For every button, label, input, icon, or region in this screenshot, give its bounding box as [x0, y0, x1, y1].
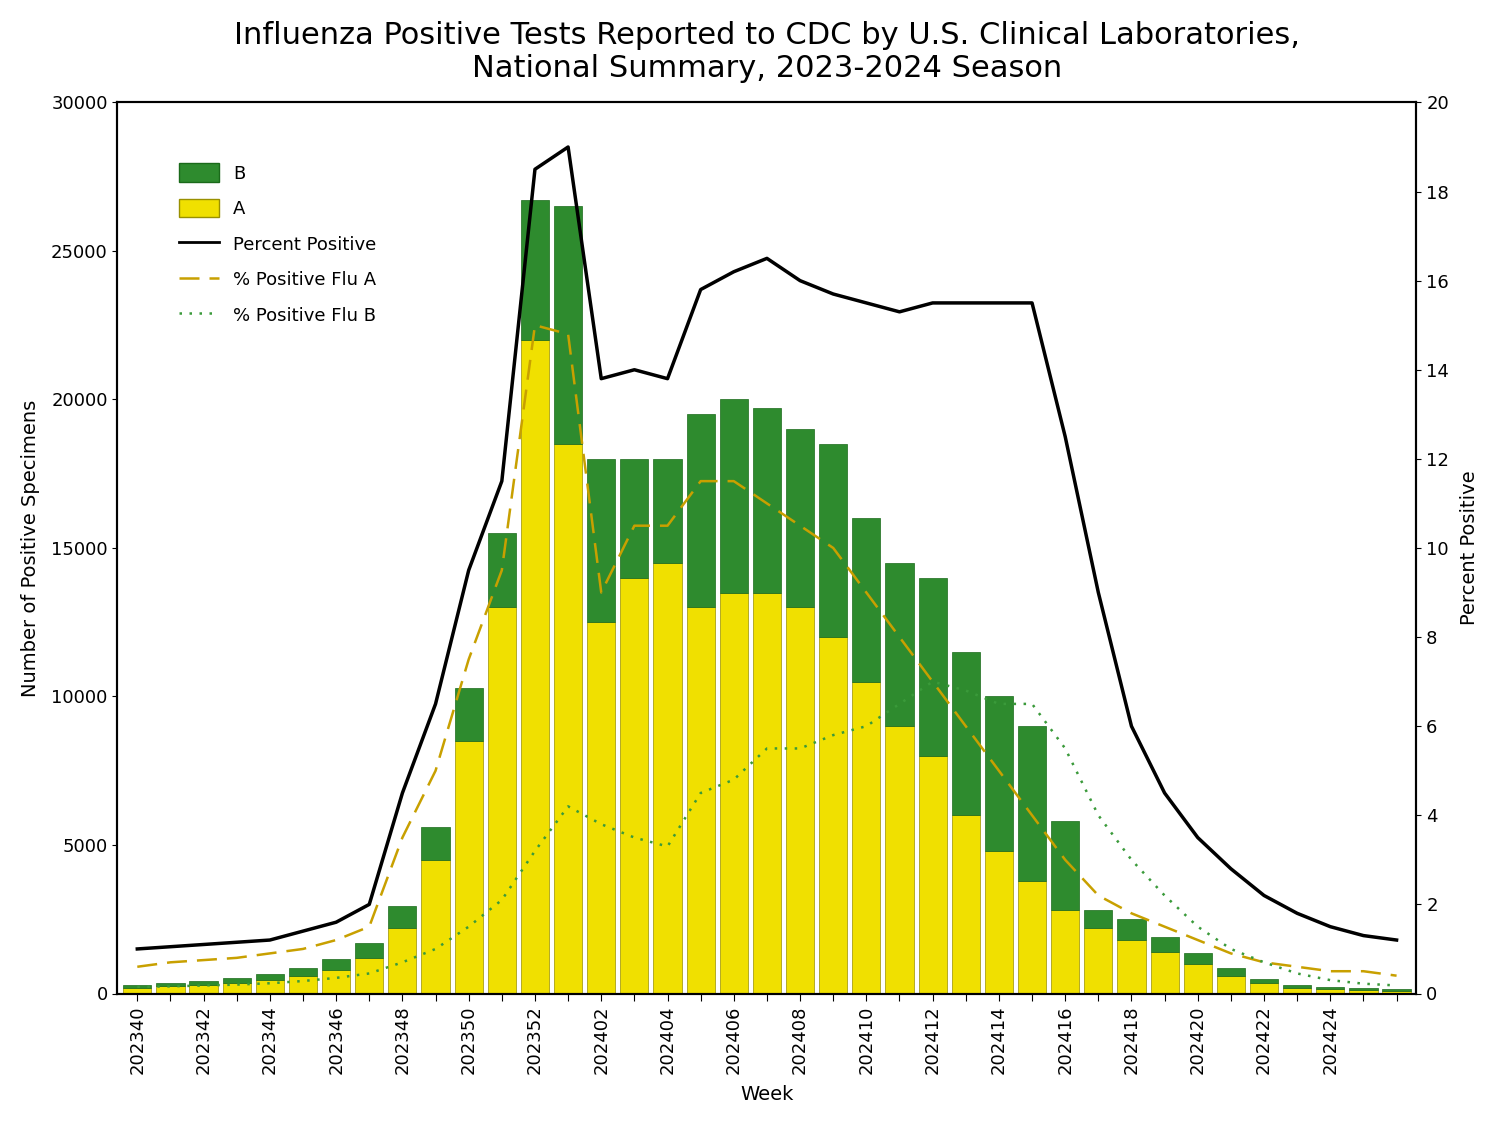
Bar — [586, 459, 615, 622]
Bar — [488, 533, 516, 608]
Bar — [520, 200, 549, 340]
Bar — [189, 984, 217, 993]
Bar — [356, 957, 384, 993]
Bar — [290, 968, 316, 975]
Legend: B, A, Percent Positive, % Positive Flu A, % Positive Flu B: B, A, Percent Positive, % Positive Flu A… — [172, 156, 384, 332]
Y-axis label: Percent Positive: Percent Positive — [1460, 470, 1479, 626]
Bar — [1084, 910, 1113, 928]
Bar — [1019, 881, 1046, 993]
Bar — [1084, 928, 1113, 993]
Bar — [388, 906, 417, 928]
Bar — [156, 983, 184, 987]
Bar — [322, 960, 350, 970]
Bar — [1118, 919, 1146, 940]
Bar — [123, 988, 152, 993]
Bar — [1350, 990, 1377, 993]
Bar — [222, 983, 251, 993]
Bar — [1316, 987, 1344, 989]
Bar — [290, 975, 316, 993]
Bar — [488, 608, 516, 993]
Bar — [1250, 983, 1278, 993]
Bar — [256, 980, 284, 993]
Bar — [918, 756, 946, 993]
X-axis label: Week: Week — [741, 1086, 794, 1104]
Bar — [720, 399, 748, 593]
Bar — [720, 593, 748, 993]
Bar — [1383, 989, 1410, 990]
Bar — [951, 816, 980, 993]
Bar — [986, 696, 1012, 850]
Y-axis label: Number of Positive Specimens: Number of Positive Specimens — [21, 399, 40, 696]
Bar — [586, 622, 615, 993]
Bar — [1184, 953, 1212, 964]
Bar — [819, 637, 848, 993]
Bar — [1383, 990, 1410, 993]
Bar — [322, 970, 350, 993]
Bar — [753, 593, 782, 993]
Title: Influenza Positive Tests Reported to CDC by U.S. Clinical Laboratories,
National: Influenza Positive Tests Reported to CDC… — [234, 21, 1300, 83]
Bar — [388, 928, 417, 993]
Bar — [1250, 979, 1278, 983]
Bar — [123, 986, 152, 988]
Bar — [621, 459, 648, 577]
Bar — [1118, 940, 1146, 993]
Bar — [1184, 964, 1212, 993]
Bar — [885, 726, 914, 993]
Bar — [786, 608, 814, 993]
Bar — [454, 741, 483, 993]
Bar — [189, 981, 217, 984]
Bar — [1019, 726, 1046, 881]
Bar — [422, 827, 450, 860]
Bar — [951, 651, 980, 816]
Bar — [1282, 988, 1311, 993]
Bar — [753, 408, 782, 593]
Bar — [885, 562, 914, 726]
Bar — [554, 444, 582, 993]
Bar — [654, 562, 681, 993]
Bar — [1216, 975, 1245, 993]
Bar — [520, 340, 549, 993]
Bar — [1052, 821, 1080, 910]
Bar — [687, 608, 714, 993]
Bar — [621, 577, 648, 993]
Bar — [654, 459, 681, 562]
Bar — [454, 687, 483, 741]
Bar — [786, 429, 814, 608]
Bar — [1150, 937, 1179, 952]
Bar — [356, 943, 384, 957]
Bar — [918, 577, 946, 756]
Bar — [819, 444, 848, 637]
Bar — [1052, 910, 1080, 993]
Bar — [256, 974, 284, 980]
Bar — [1282, 984, 1311, 988]
Bar — [422, 860, 450, 993]
Bar — [1350, 988, 1377, 990]
Bar — [687, 414, 714, 608]
Bar — [1316, 989, 1344, 993]
Bar — [852, 519, 880, 682]
Bar — [986, 850, 1012, 993]
Bar — [222, 979, 251, 983]
Bar — [1216, 969, 1245, 975]
Bar — [554, 206, 582, 444]
Bar — [852, 682, 880, 993]
Bar — [156, 987, 184, 993]
Bar — [1150, 952, 1179, 993]
